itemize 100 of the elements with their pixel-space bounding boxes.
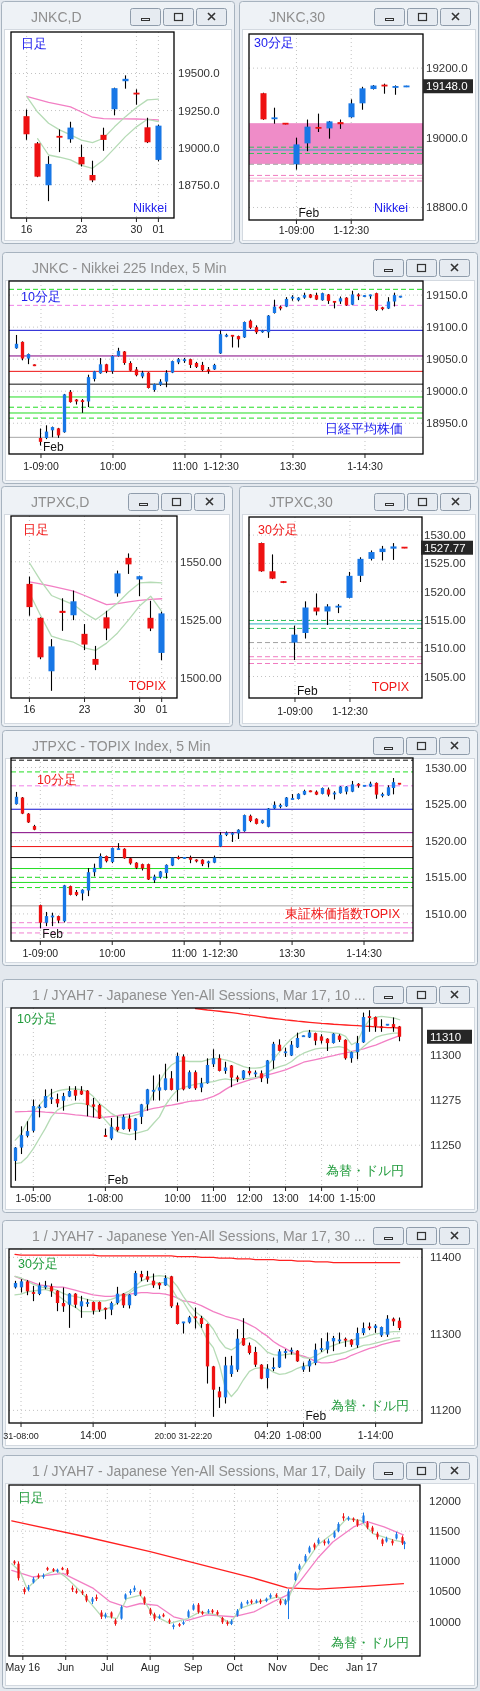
text: 日足 bbox=[18, 1491, 44, 1505]
y-tick-label: 1530.00 bbox=[425, 761, 467, 774]
candlestick bbox=[109, 1117, 114, 1141]
annotation: 為替・ドル円 bbox=[326, 1164, 404, 1178]
chart-subtitle: 10分足 bbox=[17, 1012, 57, 1026]
x-tick-label: 14:00 bbox=[80, 1429, 107, 1441]
y-tick-label: 1550.00 bbox=[180, 555, 222, 568]
y-tick-label: 19050.0 bbox=[426, 353, 468, 366]
candlestick bbox=[78, 144, 85, 168]
chart-title: JTPXC - TOPIX Index, 5 Min bbox=[32, 738, 211, 754]
y-tick-label: 19150.0 bbox=[426, 289, 468, 302]
candlestick bbox=[91, 1097, 96, 1118]
annotation: TOPIX bbox=[128, 679, 167, 693]
y-tick-label: 11000 bbox=[429, 1555, 461, 1568]
y-tick-label: 19000.0 bbox=[426, 131, 468, 144]
chart-title: JTPXC,30 bbox=[269, 494, 334, 510]
candlestick bbox=[157, 1073, 162, 1102]
x-tick-label: 31-08:00 bbox=[3, 1431, 39, 1441]
line-series bbox=[11, 1520, 405, 1590]
candlestick bbox=[229, 1355, 234, 1378]
y-tick-label: 1500.00 bbox=[180, 672, 222, 685]
x-tick-label: 1-12:30 bbox=[332, 705, 368, 717]
y-tick-label: 11200 bbox=[430, 1404, 462, 1417]
candlestick bbox=[346, 571, 353, 599]
y-tick-label: 11275 bbox=[430, 1094, 462, 1107]
chart-subtitle: 日足 bbox=[21, 37, 47, 51]
x-tick-label: Jul bbox=[100, 1661, 114, 1673]
candlestick bbox=[357, 556, 364, 583]
chart-title: JNKC - Nikkei 225 Index, 5 Min bbox=[32, 260, 227, 276]
y-tick-label: 1525.00 bbox=[425, 798, 467, 811]
candlestick bbox=[79, 1295, 84, 1319]
x-tick-label: 1-09:00 bbox=[23, 460, 59, 472]
candlestick bbox=[59, 597, 66, 632]
x-tick-label: 30 bbox=[133, 703, 146, 715]
x-tick-label: 1-09:00 bbox=[278, 224, 315, 236]
x-tick-label: 1-14:00 bbox=[357, 1429, 394, 1441]
text: 10分足 bbox=[21, 290, 61, 304]
x-tick-label: 1-12:30 bbox=[202, 947, 239, 959]
candlestick bbox=[217, 1386, 222, 1409]
candlestick bbox=[92, 645, 99, 671]
x-tick-label: 1-09:00 bbox=[22, 947, 59, 959]
y-tick-label: 1515.00 bbox=[424, 613, 466, 626]
text: 19148.0 bbox=[426, 80, 468, 93]
annotation: Feb bbox=[298, 205, 320, 220]
annotation: Feb bbox=[305, 1408, 327, 1423]
x-tick-label: 16 bbox=[23, 703, 36, 715]
chart-title: 1 / JYAH7 - Japanese Yen-All Sessions, Mar 17, Daily bbox=[32, 1463, 366, 1479]
x-tick-label: 1-12:30 bbox=[203, 460, 239, 472]
candlestick bbox=[147, 600, 154, 632]
line-series bbox=[25, 95, 160, 144]
x-tick-label: Dec bbox=[309, 1661, 329, 1673]
x-tick-label: Aug bbox=[140, 1661, 160, 1673]
candlestick bbox=[56, 128, 63, 153]
annotation: Feb bbox=[107, 1172, 129, 1187]
candlestick bbox=[269, 553, 276, 580]
chart-title: JTPXC,D bbox=[31, 494, 90, 510]
annotation: TOPIX bbox=[371, 680, 410, 694]
candlestick bbox=[324, 603, 331, 626]
x-tick-label: 1-12:30 bbox=[333, 224, 370, 236]
candlestick bbox=[111, 87, 118, 116]
x-tick-label: 14:00 bbox=[308, 1192, 335, 1204]
x-tick-label: 1-15:00 bbox=[339, 1192, 376, 1204]
text: 30分足 bbox=[18, 1257, 58, 1271]
candlestick bbox=[103, 610, 110, 641]
y-tick-label: 1530.00 bbox=[424, 529, 466, 542]
x-tick-label: 1-14:30 bbox=[347, 460, 383, 472]
y-tick-label: 11300 bbox=[430, 1048, 462, 1061]
candlestick bbox=[86, 867, 91, 897]
y-tick-label: 19500.0 bbox=[178, 67, 220, 80]
annotation: Nikkei bbox=[132, 201, 167, 215]
candlestick bbox=[144, 117, 151, 144]
candlestick bbox=[67, 121, 74, 144]
candlestick bbox=[193, 1069, 198, 1091]
annotation: Feb bbox=[42, 439, 64, 454]
annotation: 為替・ドル円 bbox=[331, 1636, 409, 1650]
candlestick bbox=[325, 1331, 330, 1355]
candlestick bbox=[348, 98, 355, 119]
y-tick-label: 1520.00 bbox=[425, 834, 467, 847]
annotation: Nikkei bbox=[373, 201, 408, 215]
text: 1527.77 bbox=[424, 541, 466, 554]
x-tick-label: 1-05:00 bbox=[15, 1192, 52, 1204]
x-tick-label: 31-22:20 bbox=[178, 1431, 213, 1441]
candlestick bbox=[359, 86, 366, 111]
candlestick bbox=[385, 1314, 390, 1338]
candlestick bbox=[211, 1365, 216, 1418]
y-tick-label: 10500 bbox=[429, 1585, 461, 1598]
x-tick-label: 10:00 bbox=[99, 947, 126, 959]
text: 10分足 bbox=[37, 773, 77, 787]
x-tick-label: 13:00 bbox=[272, 1192, 299, 1204]
y-tick-label: 18950.0 bbox=[426, 417, 468, 430]
candlestick bbox=[355, 1035, 360, 1060]
candlestick bbox=[20, 340, 25, 361]
candlestick bbox=[293, 137, 300, 171]
y-tick-label: 11300 bbox=[430, 1327, 462, 1340]
y-tick-label: 1520.00 bbox=[424, 585, 466, 598]
x-tick-label: 11:00 bbox=[172, 460, 198, 472]
y-tick-label: 19000.0 bbox=[426, 385, 468, 398]
x-tick-label: 11:00 bbox=[200, 1192, 227, 1204]
x-tick-label: Nov bbox=[268, 1661, 288, 1673]
candlestick bbox=[81, 623, 88, 651]
